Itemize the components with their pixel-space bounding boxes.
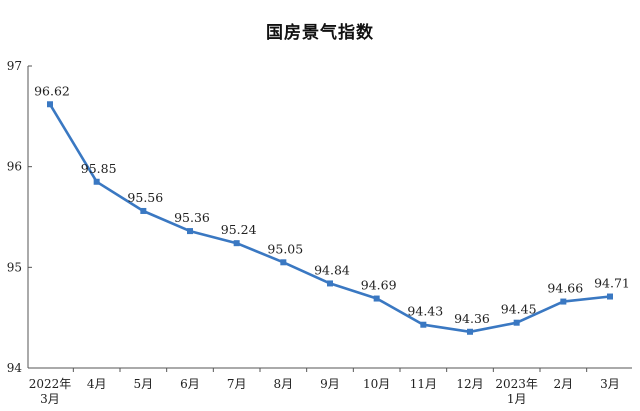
y-tick-label: 95 [7,260,22,274]
series-layer [47,101,613,335]
data-point [187,228,193,235]
x-tick-label: 12月 [456,377,483,391]
y-tick-label: 94 [7,361,23,375]
data-point [47,101,53,108]
data-label: 95.36 [174,210,210,225]
y-tick-label: 97 [7,59,22,73]
data-label: 94.69 [361,278,397,293]
data-label: 95.05 [267,241,303,256]
data-point [607,293,613,300]
data-point [327,280,333,287]
data-point [93,178,100,185]
data-point [280,259,287,266]
data-point [233,240,240,247]
data-label: 95.85 [81,161,117,176]
data-point [513,319,520,326]
y-tick-label: 96 [7,160,22,174]
data-point [467,328,473,335]
x-tick-label: 10月 [363,377,390,391]
data-label: 94.71 [594,276,630,291]
data-label: 94.43 [407,304,443,319]
x-tick-label: 11月 [410,377,437,391]
data-label: 96.62 [34,83,70,98]
data-point [373,295,380,302]
data-label: 94.84 [314,262,350,277]
data-label: 94.45 [501,302,537,317]
data-label: 95.56 [127,190,163,205]
x-tick-label: 7月 [227,377,247,391]
x-tick-label: 2022年 [29,377,72,391]
data-point [420,321,427,328]
data-point [560,298,567,305]
chart-title: 国房景气指数 [266,23,374,43]
x-tick-label: 8月 [274,377,294,391]
x-tick-label: 4月 [87,377,107,391]
x-tick-label: 9月 [320,377,340,391]
series-line [48,103,611,334]
x-tick-label: 2023年 [495,377,538,391]
data-point [140,207,147,214]
data-label: 94.36 [454,311,490,326]
data-labels: 96.62 95.85 95.56 95.36 95.24 95.05 94.84 94.69… [34,83,630,326]
data-label: 95.24 [221,222,257,237]
x-tick-label: 2月 [554,377,574,391]
x-tick-label: 3月 [600,377,620,391]
x-tick-label: 1月 [507,392,527,406]
x-tick-label: 6月 [180,377,200,391]
x-tick-label: 3月 [40,392,60,406]
data-label: 94.66 [547,281,583,296]
x-tick-label: 5月 [134,377,154,391]
